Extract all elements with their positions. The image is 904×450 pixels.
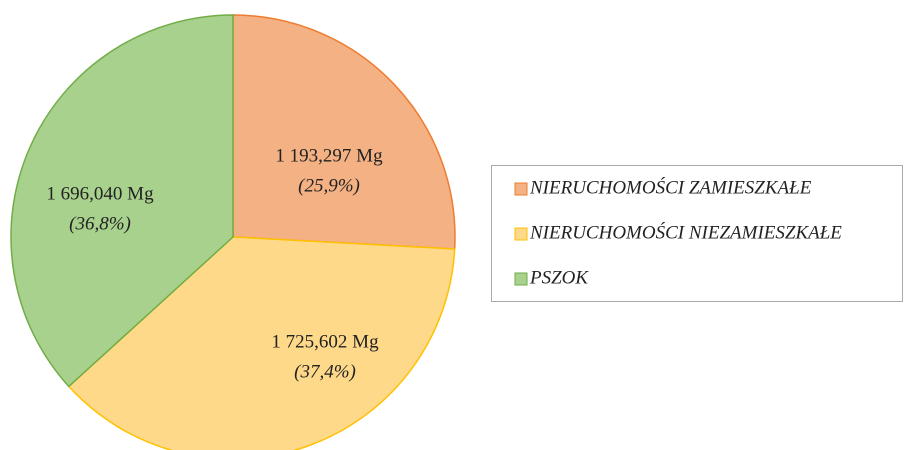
legend-box <box>491 165 903 302</box>
legend-swatch <box>514 227 528 241</box>
percent-label: (37,4%) <box>294 361 356 382</box>
legend-label: PSZOK <box>529 267 589 288</box>
data-label: 1 725,602 Mg <box>271 331 379 352</box>
percent-label: (36,8%) <box>69 213 131 234</box>
pie-slice <box>10 14 234 388</box>
data-label: 1 696,040 Mg <box>46 183 154 204</box>
legend-swatch <box>514 182 528 196</box>
percent-label: (25,9%) <box>298 175 360 196</box>
legend-label: NIERUCHOMOŚCI NIEZAMIESZKAŁE <box>529 221 842 243</box>
legend: NIERUCHOMOŚCI ZAMIESZKAŁE NIERUCHOMOŚCI N… <box>491 165 903 302</box>
data-label: 1 193,297 Mg <box>275 145 383 166</box>
pie-slice <box>67 236 456 450</box>
legend-swatch <box>514 272 528 286</box>
legend-label: NIERUCHOMOŚCI ZAMIESZKAŁE <box>529 176 812 198</box>
pie-slice <box>232 14 456 250</box>
